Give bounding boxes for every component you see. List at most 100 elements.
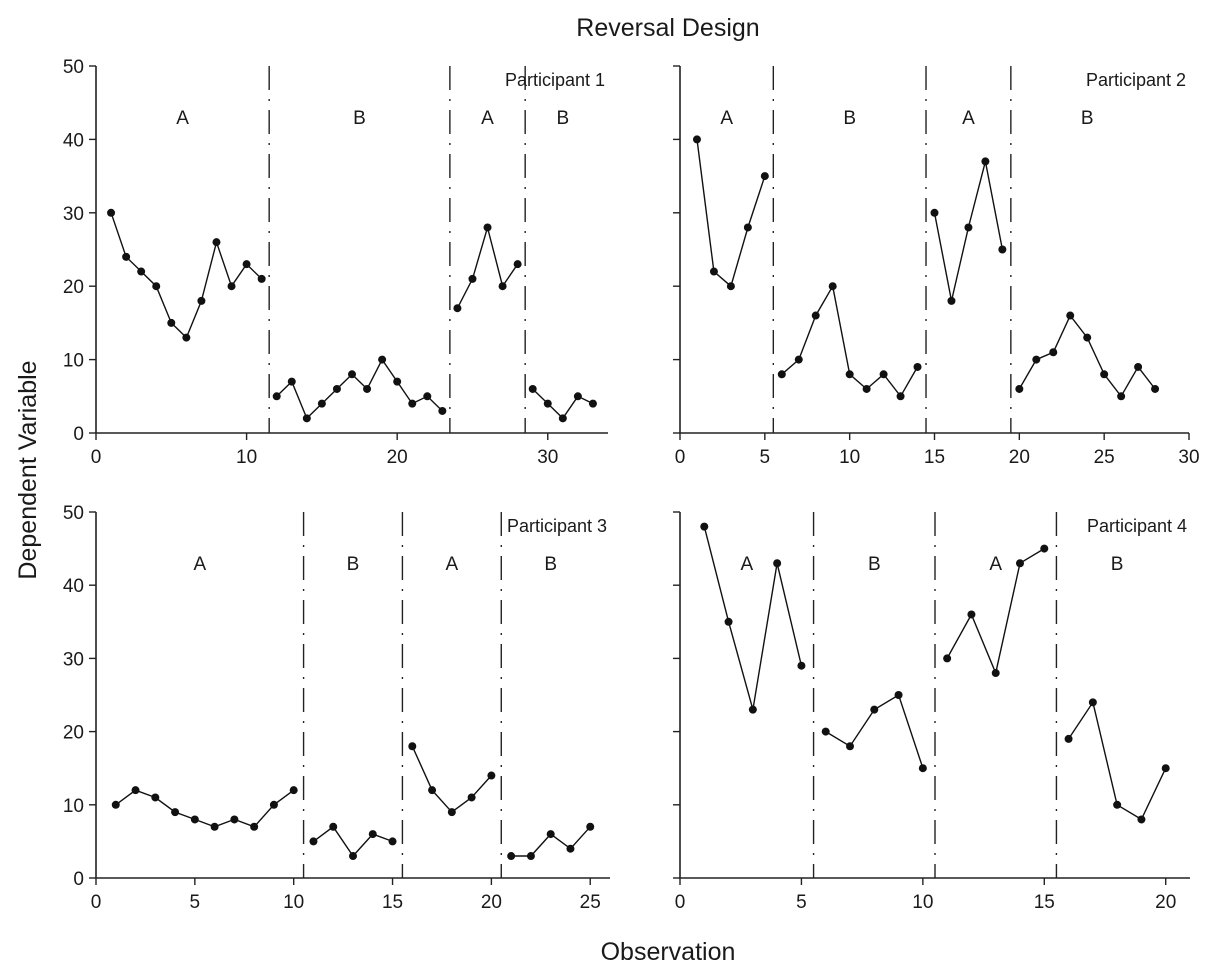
data-point <box>137 267 146 276</box>
data-point <box>586 822 595 831</box>
phase-label: A <box>720 108 733 129</box>
data-point <box>845 370 854 379</box>
data-point <box>930 208 939 217</box>
y-tick-label: 50 <box>63 503 84 524</box>
data-point <box>393 377 402 386</box>
data-point <box>152 282 161 291</box>
x-tick-label: 5 <box>796 892 807 913</box>
series-line-phase-4 <box>532 388 594 420</box>
data-point <box>846 742 854 751</box>
phase-label: B <box>347 554 360 575</box>
data-point <box>870 705 879 714</box>
data-point <box>107 208 116 217</box>
phase-label: B <box>1111 554 1124 575</box>
data-point <box>773 559 782 568</box>
data-point <box>828 282 837 291</box>
data-point <box>302 414 311 423</box>
data-point <box>896 392 905 401</box>
data-point <box>363 384 372 393</box>
data-point <box>332 384 341 393</box>
data-point <box>388 837 397 846</box>
data-point <box>212 238 221 247</box>
x-tick-label: 20 <box>1155 892 1176 913</box>
data-point <box>230 815 239 824</box>
x-tick-label: 10 <box>236 447 257 468</box>
x-tick-label: 5 <box>760 447 771 468</box>
phase-label: B <box>843 108 856 129</box>
data-point <box>227 282 236 291</box>
series-line-phase-2 <box>276 358 443 420</box>
data-point <box>190 815 199 824</box>
data-point <box>453 304 462 313</box>
phase-label: A <box>446 554 459 575</box>
x-tick-label: 10 <box>839 447 860 468</box>
series-line-phase-3 <box>411 745 492 814</box>
data-point <box>573 392 582 401</box>
data-point <box>467 793 476 802</box>
data-point <box>289 786 298 795</box>
data-point <box>794 355 803 364</box>
data-point <box>182 333 191 342</box>
data-point <box>378 355 387 364</box>
data-point <box>438 406 447 415</box>
y-tick-label: 10 <box>63 796 84 817</box>
x-tick-label: 5 <box>190 892 201 913</box>
x-tick-label: 30 <box>1178 447 1199 468</box>
data-point <box>964 223 973 232</box>
x-tick-label: 10 <box>283 892 304 913</box>
phase-label: A <box>193 554 206 575</box>
data-point <box>167 318 176 327</box>
data-point <box>947 296 956 305</box>
x-tick-label: 25 <box>580 892 601 913</box>
y-tick-label: 20 <box>63 277 84 298</box>
y-axis-label: Dependent Variable <box>14 360 42 579</box>
participant-label: Participant 3 <box>507 516 607 536</box>
data-point <box>447 808 456 817</box>
data-point <box>894 691 903 699</box>
x-tick-label: 0 <box>675 892 686 913</box>
data-point <box>368 830 377 839</box>
data-point <box>811 311 820 320</box>
data-point <box>1083 333 1092 342</box>
series-line-phase-4 <box>1018 314 1156 398</box>
data-point <box>131 786 140 795</box>
phase-label: B <box>544 554 557 575</box>
data-point <box>709 267 718 276</box>
data-point <box>998 245 1007 254</box>
data-point <box>943 654 952 663</box>
data-point <box>250 822 259 831</box>
x-tick-label: 25 <box>1094 447 1115 468</box>
data-point <box>513 260 522 269</box>
data-point <box>468 274 477 283</box>
data-point <box>692 135 701 144</box>
data-point <box>1161 764 1170 773</box>
data-point <box>428 786 437 795</box>
data-point <box>991 669 1000 678</box>
x-tick-label: 15 <box>1034 892 1055 913</box>
x-axis-label: Observation <box>601 938 736 966</box>
data-point <box>526 852 535 861</box>
y-tick-label: 0 <box>73 424 84 445</box>
series-line-phase-1 <box>115 789 295 828</box>
data-point <box>1134 362 1143 371</box>
data-point <box>760 172 769 181</box>
x-tick-label: 0 <box>91 892 102 913</box>
x-tick-label: 15 <box>382 892 403 913</box>
y-tick-label: 30 <box>63 204 84 225</box>
data-point <box>1064 734 1073 743</box>
data-point <box>483 223 492 232</box>
phase-label: B <box>556 108 569 129</box>
data-point <box>1040 544 1049 553</box>
y-tick-label: 40 <box>63 576 84 597</box>
x-tick-label: 20 <box>387 447 408 468</box>
data-point <box>588 399 597 408</box>
data-point <box>210 822 219 831</box>
data-point <box>743 223 752 232</box>
data-point <box>1117 392 1126 401</box>
y-tick-label: 0 <box>73 869 84 890</box>
data-point <box>543 399 552 408</box>
data-point <box>1088 698 1097 707</box>
data-point <box>748 705 757 714</box>
data-point <box>1066 311 1075 320</box>
data-point <box>408 399 417 408</box>
